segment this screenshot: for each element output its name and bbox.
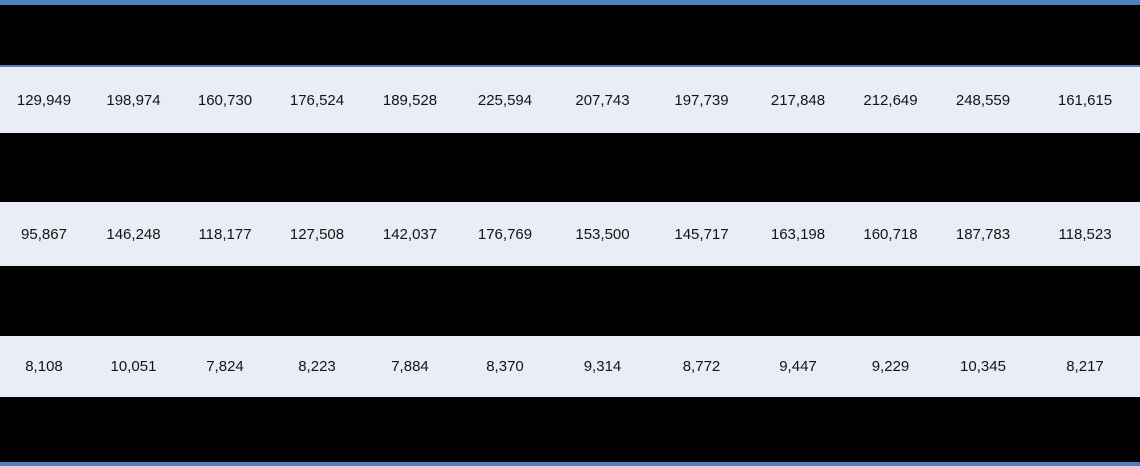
table-cell[interactable]: 118,177	[198, 225, 252, 243]
table-row: 129,949 198,974 160,730 176,524 189,528 …	[0, 67, 1140, 133]
table-cell[interactable]: 8,772	[682, 358, 721, 375]
table-cell[interactable]: 161,615	[1057, 91, 1113, 109]
table-row: 8,108 10,051 7,824 8,223 7,884 8,370 9,3…	[0, 336, 1140, 397]
table-cell[interactable]: 129,949	[16, 91, 72, 109]
table-cell[interactable]: 9,447	[779, 358, 817, 375]
table-cell[interactable]: 198,974	[106, 91, 161, 109]
table-cell[interactable]: 176,769	[477, 225, 533, 243]
table-cell[interactable]: 8,108	[25, 358, 63, 375]
table-border-bottom	[0, 462, 1140, 466]
table-cell[interactable]: 187,783	[955, 225, 1011, 243]
table-cell[interactable]: 95,867	[21, 225, 67, 243]
header-divider	[0, 65, 1140, 67]
table-cell[interactable]: 163,198	[770, 225, 826, 243]
redacted-row	[0, 133, 1140, 202]
table-cell[interactable]: 189,528	[382, 91, 438, 109]
redacted-row	[0, 266, 1140, 336]
table-cell[interactable]: 145,717	[674, 225, 729, 243]
table-row: 95,867 146,248 118,177 127,508 142,037 1…	[0, 202, 1140, 266]
table-cell[interactable]: 153,500	[575, 225, 630, 243]
table-cell[interactable]: 217,848	[770, 91, 826, 109]
table-cell[interactable]: 212,649	[863, 91, 918, 109]
redacted-header-row	[0, 5, 1140, 65]
table-cell[interactable]: 160,730	[197, 91, 253, 109]
table-cell[interactable]: 176,524	[289, 91, 345, 109]
table-cell[interactable]: 248,559	[955, 91, 1011, 109]
table-cell[interactable]: 146,248	[106, 225, 161, 243]
table-border-top	[0, 0, 1140, 5]
table-cell[interactable]: 8,217	[1066, 358, 1104, 375]
table-cell[interactable]: 9,229	[871, 358, 910, 375]
table-cell[interactable]: 9,314	[583, 358, 622, 375]
table-cell[interactable]: 207,743	[575, 91, 630, 109]
table-cell[interactable]: 118,523	[1058, 225, 1112, 243]
table-cell[interactable]: 8,223	[298, 358, 336, 375]
table-cell[interactable]: 127,508	[289, 225, 345, 243]
table-cell[interactable]: 7,824	[206, 358, 244, 375]
redacted-footer-row	[0, 397, 1140, 462]
table-cell[interactable]: 7,884	[391, 358, 429, 375]
table-cell[interactable]: 10,345	[960, 358, 1006, 375]
table-cell[interactable]: 160,718	[863, 225, 918, 243]
table-cell[interactable]: 225,594	[477, 91, 533, 109]
table-cell[interactable]: 8,370	[486, 358, 524, 375]
table-cell[interactable]: 10,051	[110, 358, 157, 375]
table-cell[interactable]: 142,037	[382, 225, 438, 243]
table-cell[interactable]: 197,739	[674, 91, 729, 109]
